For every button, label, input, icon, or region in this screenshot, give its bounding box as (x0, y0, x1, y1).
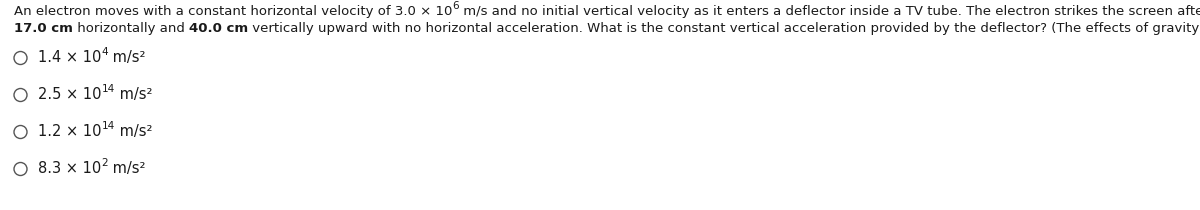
Text: 40.0 cm: 40.0 cm (190, 22, 248, 35)
Text: horizontally and: horizontally and (73, 22, 190, 35)
Text: 17.0 cm: 17.0 cm (14, 22, 73, 35)
Text: 1.2 × 10: 1.2 × 10 (38, 124, 102, 139)
Text: 14: 14 (102, 121, 115, 131)
Text: 2.5 × 10: 2.5 × 10 (38, 87, 102, 102)
Text: m/s²: m/s² (115, 87, 152, 102)
Text: 14: 14 (102, 84, 115, 94)
Text: m/s and no initial vertical velocity as it enters a deflector inside a TV tube. : m/s and no initial vertical velocity as … (458, 5, 1200, 18)
Text: m/s²: m/s² (115, 124, 152, 139)
Text: vertically upward with no horizontal acceleration. What is the constant vertical: vertically upward with no horizontal acc… (248, 22, 1200, 35)
Text: 4: 4 (101, 47, 108, 57)
Text: 6: 6 (452, 1, 458, 11)
Text: An electron moves with a constant horizontal velocity of 3.0 × 10: An electron moves with a constant horizo… (14, 5, 452, 18)
Text: m/s²: m/s² (108, 161, 145, 176)
Text: 2: 2 (101, 158, 108, 168)
Text: m/s²: m/s² (108, 50, 145, 65)
Text: 1.4 × 10: 1.4 × 10 (38, 50, 101, 65)
Text: 8.3 × 10: 8.3 × 10 (38, 161, 101, 176)
